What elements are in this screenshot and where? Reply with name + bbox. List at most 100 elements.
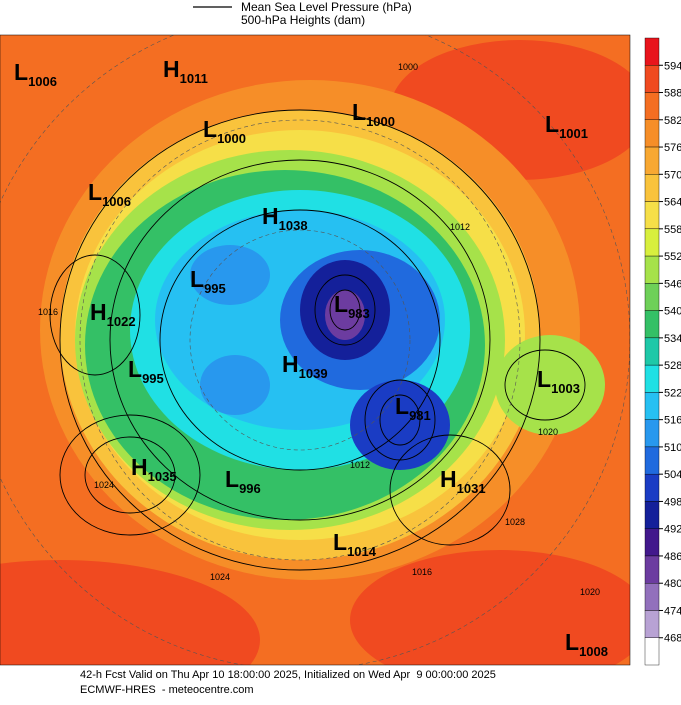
legend-mslp: Mean Sea Level Pressure (hPa) bbox=[241, 0, 412, 14]
colorbar-cell bbox=[644, 283, 660, 311]
center-letter: L bbox=[333, 529, 347, 555]
colorbar-label: 486 bbox=[664, 551, 681, 563]
contour-label: 1012 bbox=[450, 222, 470, 232]
colorbar-cell bbox=[644, 473, 660, 502]
center-value: 1000 bbox=[366, 114, 395, 129]
center-letter: L bbox=[334, 291, 348, 317]
colorbar-label: 594 bbox=[664, 60, 681, 72]
center-letter: H bbox=[163, 56, 180, 82]
colorbar-cell bbox=[644, 37, 660, 66]
center-letter: H bbox=[262, 203, 279, 229]
center-value: 1031 bbox=[457, 481, 486, 496]
pressure-center: L995 bbox=[190, 266, 226, 296]
colorbar-label: 504 bbox=[664, 469, 681, 481]
colorbar-cell bbox=[644, 392, 660, 420]
pressure-center: L1014 bbox=[333, 529, 377, 559]
contour-label: 1028 bbox=[505, 517, 525, 527]
pressure-center: L1003 bbox=[537, 366, 580, 396]
colorbar-cell bbox=[644, 583, 660, 611]
colorbar-cell bbox=[644, 255, 660, 284]
colorbar-label: 474 bbox=[664, 605, 681, 617]
colorbar-label: 468 bbox=[664, 633, 681, 645]
colorbar-label: 546 bbox=[664, 278, 681, 290]
colorbar-label: 564 bbox=[664, 197, 681, 209]
colorbar-cell bbox=[644, 119, 660, 148]
pressure-center: L1000 bbox=[203, 116, 246, 146]
pressure-center: H1011 bbox=[163, 56, 208, 86]
pressure-center: L983 bbox=[334, 291, 370, 321]
colorbar-cell bbox=[644, 174, 660, 202]
center-letter: L bbox=[88, 179, 102, 205]
center-value: 1011 bbox=[180, 71, 208, 86]
pressure-center: L1006 bbox=[88, 179, 131, 209]
colorbar-label: 534 bbox=[664, 333, 681, 345]
center-value: 1001 bbox=[559, 126, 588, 141]
colorbar-label: 540 bbox=[664, 306, 681, 318]
colorbar-label: 570 bbox=[664, 169, 681, 181]
pressure-center: L1006 bbox=[14, 59, 57, 89]
colorbar-cell bbox=[644, 201, 660, 230]
colorbar-label: 528 bbox=[664, 360, 681, 372]
colorbar-label: 522 bbox=[664, 387, 681, 399]
pressure-center: L996 bbox=[225, 466, 261, 496]
pressure-center: L1000 bbox=[352, 99, 395, 129]
center-value: 1000 bbox=[217, 131, 246, 146]
center-value: 1014 bbox=[347, 544, 377, 559]
center-letter: L bbox=[537, 366, 551, 392]
contour-label: 1016 bbox=[412, 567, 432, 577]
center-value: 1022 bbox=[107, 314, 136, 329]
pressure-center: L995 bbox=[128, 356, 164, 386]
colorbar-cell bbox=[644, 228, 660, 257]
contour-label: 1024 bbox=[94, 480, 114, 490]
center-value: 995 bbox=[204, 281, 226, 296]
contour-label: 1012 bbox=[350, 460, 370, 470]
colorbar-label: 492 bbox=[664, 524, 681, 536]
center-value: 1006 bbox=[102, 194, 131, 209]
colorbar-label: 588 bbox=[664, 88, 681, 100]
center-letter: L bbox=[565, 629, 579, 655]
pressure-center: L1001 bbox=[545, 111, 588, 141]
pressure-center: H1039 bbox=[282, 351, 328, 381]
colorbar-cell bbox=[644, 92, 660, 120]
center-letter: L bbox=[225, 466, 239, 492]
contour-label: 1020 bbox=[580, 587, 600, 597]
colorbar-cell bbox=[644, 610, 660, 638]
colorbar-cell bbox=[644, 446, 660, 475]
colorbar-label: 498 bbox=[664, 496, 681, 508]
colorbar-cell bbox=[644, 146, 660, 175]
center-value: 1003 bbox=[551, 381, 580, 396]
center-letter: L bbox=[128, 356, 142, 382]
center-value: 1038 bbox=[279, 218, 308, 233]
center-value: 1035 bbox=[148, 469, 177, 484]
pressure-center: H1022 bbox=[90, 299, 136, 329]
colorbar-label: 558 bbox=[664, 224, 681, 236]
colorbar-cell bbox=[644, 555, 660, 584]
center-letter: H bbox=[440, 466, 457, 492]
center-letter: H bbox=[282, 351, 299, 377]
legend-heights: 500-hPa Heights (dam) bbox=[241, 13, 365, 27]
pressure-center: H1031 bbox=[440, 466, 486, 496]
center-letter: L bbox=[545, 111, 559, 137]
center-letter: L bbox=[395, 393, 409, 419]
colorbar-cell bbox=[644, 364, 660, 393]
footer-valid: 42-h Fcst Valid on Thu Apr 10 18:00:00 2… bbox=[80, 669, 496, 681]
map-frame bbox=[0, 34, 631, 666]
colorbar-cell bbox=[644, 310, 660, 339]
pressure-center: H1035 bbox=[131, 454, 177, 484]
center-letter: L bbox=[352, 99, 366, 125]
colorbar-cell bbox=[644, 419, 660, 448]
colorbar-label: 516 bbox=[664, 415, 681, 427]
center-value: 1006 bbox=[28, 74, 57, 89]
center-value: 1008 bbox=[579, 644, 608, 659]
contour-label: 1016 bbox=[38, 307, 58, 317]
pressure-center: L1008 bbox=[565, 629, 608, 659]
colorbar-cell bbox=[644, 337, 660, 366]
pressure-center: L981 bbox=[395, 393, 431, 423]
contour-label: 1024 bbox=[210, 572, 230, 582]
center-value: 996 bbox=[239, 481, 261, 496]
colorbar-cell bbox=[644, 637, 660, 666]
footer-source: ECMWF-HRES - meteocentre.com bbox=[80, 684, 254, 696]
center-letter: H bbox=[131, 454, 148, 480]
